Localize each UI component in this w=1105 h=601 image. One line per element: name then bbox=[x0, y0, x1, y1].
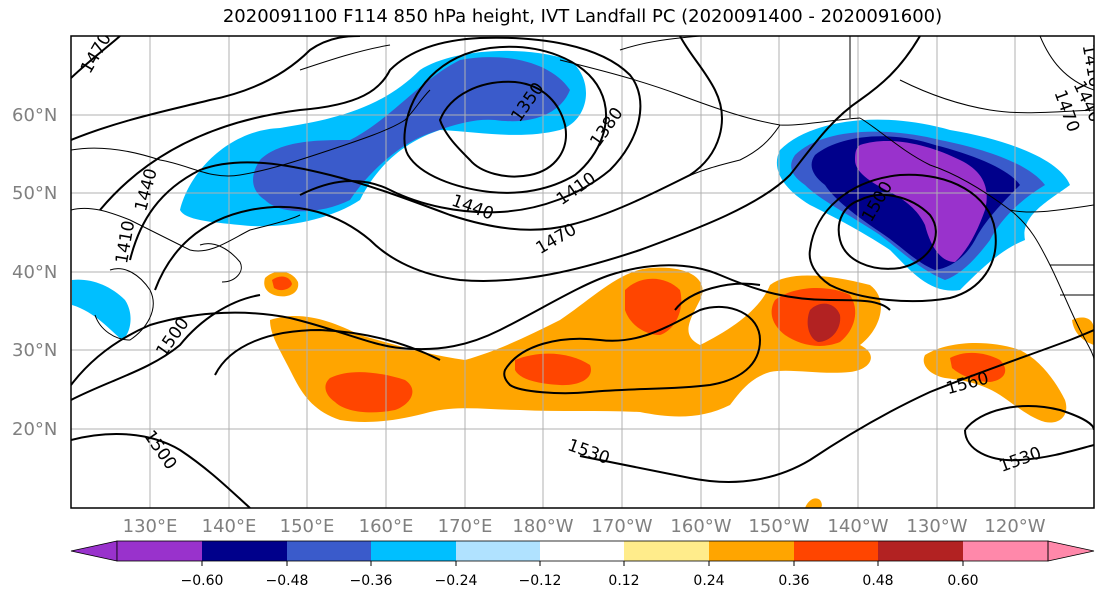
lat-label: 20°N bbox=[12, 419, 57, 440]
ivt-shading: 1470 1350 1380 1440 1410 1410 1440 1470 … bbox=[71, 30, 1094, 508]
colorbar-bin bbox=[371, 541, 456, 561]
lon-label: 120°W bbox=[984, 516, 1045, 537]
map-title: 2020091100 F114 850 hPa height, IVT Land… bbox=[222, 6, 943, 27]
positive-anomaly-strong bbox=[515, 353, 591, 386]
lon-label: 130°W bbox=[906, 516, 967, 537]
colorbar-tick-label: 0.36 bbox=[778, 573, 809, 589]
colorbar-ticks bbox=[201, 561, 964, 566]
positive-anomaly-region bbox=[805, 498, 822, 508]
colorbar-bin bbox=[878, 541, 963, 561]
colorbar-tick-label: −0.36 bbox=[350, 573, 393, 589]
positive-anomaly-region bbox=[270, 267, 881, 423]
colorbar-bin bbox=[456, 541, 540, 561]
colorbar-tick-labels: −0.60 −0.48 −0.36 −0.24 −0.12 0.12 0.24 … bbox=[181, 573, 979, 589]
longitude-labels: 130°E 140°E 150°E 160°E 170°E 180°W 170°… bbox=[123, 516, 1046, 537]
lon-label: 180°W bbox=[512, 516, 573, 537]
negative-anomaly-core bbox=[253, 57, 570, 212]
lat-label: 30°N bbox=[12, 340, 57, 361]
colorbar-min-extension bbox=[70, 540, 118, 562]
negative-anomaly-region bbox=[72, 279, 131, 340]
colorbar-max-extension bbox=[1047, 540, 1095, 562]
positive-anomaly-strong bbox=[272, 276, 292, 291]
colorbar-tick-label: −0.48 bbox=[266, 573, 309, 589]
colorbar-tick-label: 0.48 bbox=[862, 573, 893, 589]
lat-label: 60°N bbox=[12, 105, 57, 126]
colorbar-tick-label: 0.60 bbox=[947, 573, 978, 589]
colorbar-tick-label: −0.60 bbox=[181, 573, 224, 589]
colorbar-tick-label: 0.24 bbox=[693, 573, 724, 589]
contour-label: 1410 bbox=[112, 219, 139, 265]
positive-anomaly-strong bbox=[325, 372, 413, 413]
colorbar-bin bbox=[709, 541, 794, 561]
contour-label: 1500 bbox=[139, 427, 180, 474]
height-contours bbox=[71, 36, 1094, 508]
lon-label: 140°W bbox=[827, 516, 888, 537]
colorbar-tick-label: −0.24 bbox=[435, 573, 478, 589]
colorbar-bin bbox=[540, 541, 624, 561]
lat-label: 50°N bbox=[12, 183, 57, 204]
lon-label: 140°E bbox=[202, 516, 257, 537]
lon-label: 170°E bbox=[438, 516, 493, 537]
colorbar-tick-label: 0.12 bbox=[608, 573, 639, 589]
coastlines bbox=[71, 36, 1094, 361]
colorbar: −0.60 −0.48 −0.36 −0.24 −0.12 0.12 0.24 … bbox=[70, 540, 1095, 589]
lon-label: 170°W bbox=[591, 516, 652, 537]
contour-label: 1380 bbox=[586, 104, 627, 151]
lon-label: 150°E bbox=[280, 516, 335, 537]
lat-label: 40°N bbox=[12, 262, 57, 283]
colorbar-bin bbox=[287, 541, 371, 561]
colorbar-bin bbox=[202, 541, 287, 561]
positive-anomaly-strong bbox=[950, 352, 1006, 382]
positive-anomaly-strong bbox=[625, 278, 682, 335]
contour-label: 1530 bbox=[565, 435, 612, 469]
contour-label: 1530 bbox=[997, 443, 1044, 477]
latitude-labels: 60°N 50°N 40°N 30°N 20°N bbox=[12, 105, 57, 440]
lon-label: 160°E bbox=[359, 516, 414, 537]
colorbar-tick-label: −0.12 bbox=[519, 573, 562, 589]
colorbar-bin bbox=[794, 541, 878, 561]
negative-anomaly-peak bbox=[855, 140, 987, 262]
colorbar-bin bbox=[624, 541, 709, 561]
map-frame bbox=[70, 35, 1095, 509]
colorbar-bin bbox=[963, 541, 1048, 561]
colorbar-bin bbox=[117, 541, 202, 561]
contour-label: 1470 bbox=[77, 30, 116, 77]
contour-label: 1440 bbox=[449, 191, 496, 225]
positive-anomaly-peak bbox=[807, 303, 841, 342]
contour-label: 1470 bbox=[533, 220, 580, 259]
lon-label: 160°W bbox=[670, 516, 731, 537]
colorbar-frame bbox=[116, 540, 1049, 562]
lon-label: 130°E bbox=[123, 516, 178, 537]
lon-label: 150°W bbox=[748, 516, 809, 537]
